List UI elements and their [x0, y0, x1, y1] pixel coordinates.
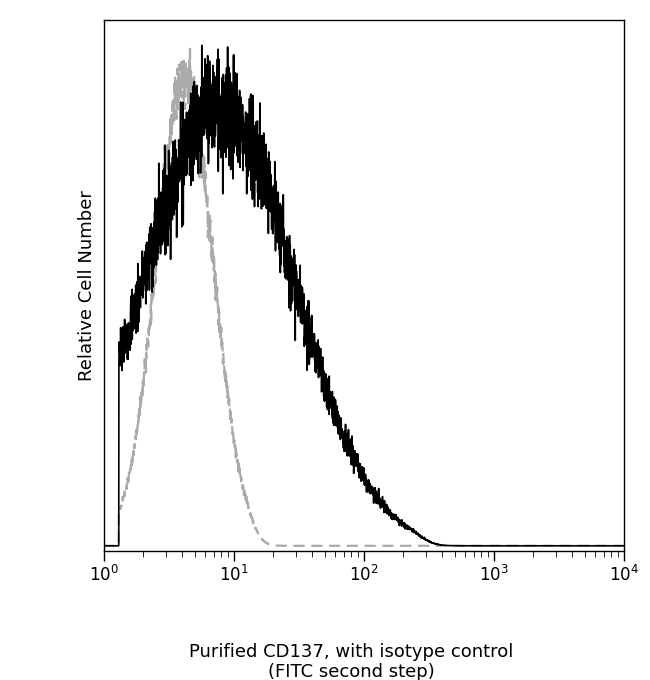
Y-axis label: Relative Cell Number: Relative Cell Number — [77, 190, 96, 381]
Text: Purified CD137, with isotype control
(FITC second step): Purified CD137, with isotype control (FI… — [188, 643, 514, 680]
